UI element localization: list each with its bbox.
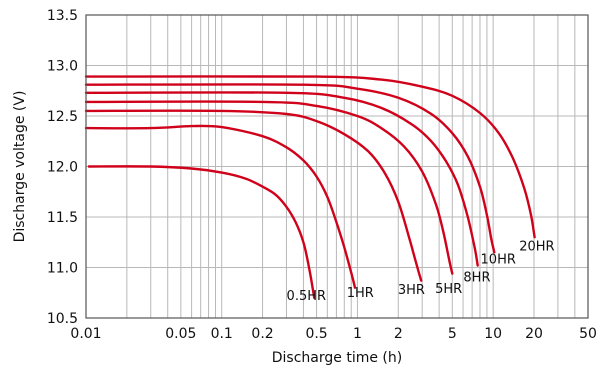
y-tick-label: 13.0: [47, 59, 78, 75]
x-tick-label: 0.2: [251, 326, 273, 342]
curve-label: 20HR: [519, 239, 554, 254]
y-tick-label: 11.5: [47, 210, 78, 226]
discharge-curves: [84, 75, 536, 299]
y-tick-label: 12.0: [47, 160, 78, 176]
x-tick-label: 20: [525, 326, 543, 342]
curve-label: 3HR: [398, 283, 425, 298]
x-tick-label: 0.01: [70, 326, 101, 342]
curve-10hr: [84, 83, 496, 254]
curve-label: 8HR: [463, 271, 490, 286]
curve-label: 0.5HR: [287, 289, 326, 304]
x-tick-label: 0.1: [211, 326, 233, 342]
curve-8hr: [84, 91, 479, 267]
x-tick-label: 0.5: [305, 326, 327, 342]
x-tick-label: 5: [448, 326, 457, 342]
curve-label: 10HR: [481, 252, 516, 267]
x-axis-title: Discharge time (h): [272, 350, 402, 366]
plot-frame: [85, 14, 589, 319]
curve-20hr: [84, 75, 536, 239]
y-tick-label: 13.5: [47, 8, 78, 24]
curve-0-5hr: [87, 165, 316, 299]
curve-label: 1HR: [347, 286, 374, 301]
tick-labels: 0.01 0.05 0.1 0.2 0.5 1 2 5 10 20 50 10.5 11.0 11.5 12…: [47, 8, 597, 342]
y-tick-label: 12.5: [47, 109, 78, 125]
curve-3hr: [84, 109, 423, 282]
x-tick-label: 1: [353, 326, 362, 342]
x-tick-label: 0.05: [165, 326, 196, 342]
x-tick-label: 10: [484, 326, 502, 342]
curve-label: 5HR: [435, 282, 462, 297]
grid-lines: [86, 15, 588, 318]
x-tick-label: 2: [394, 326, 403, 342]
y-tick-label: 11.0: [47, 261, 78, 277]
x-tick-label: 50: [579, 326, 597, 342]
curve-1hr: [84, 124, 357, 289]
curve-5hr: [84, 100, 454, 275]
y-tick-label: 10.5: [47, 311, 78, 327]
y-axis-title: Discharge voltage (V): [12, 91, 28, 243]
